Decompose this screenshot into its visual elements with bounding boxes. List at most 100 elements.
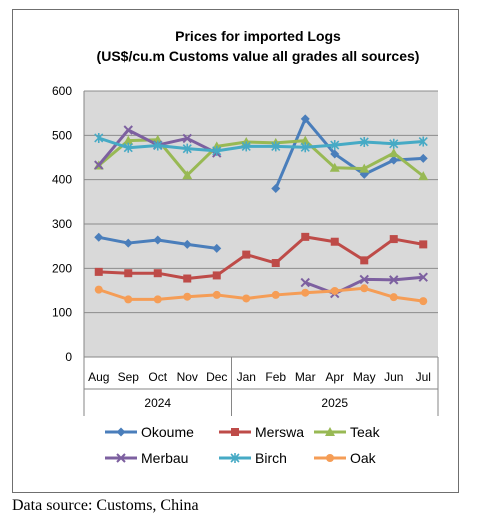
series-line-birch	[98, 136, 424, 153]
legend-item-merswa: Merswa	[219, 424, 304, 440]
point-oak-may	[360, 284, 369, 293]
legend-label-okoume: Okoume	[141, 424, 194, 440]
y-tick-label-0: 0	[65, 350, 72, 364]
legend-marker-okoume	[116, 427, 126, 437]
point-oak-jul	[419, 297, 428, 306]
point-merswa-feb	[271, 259, 280, 268]
point-merbau-may	[359, 274, 369, 285]
point-merswa-jun	[389, 235, 398, 244]
point-birch-jan	[241, 141, 251, 152]
legend-label-teak: Teak	[350, 424, 381, 440]
y-tick-label-500: 500	[52, 128, 72, 142]
legend-item-oak: Oak	[314, 450, 377, 466]
legend-marker-oak	[326, 454, 334, 462]
source-note: Data source: Customs, China	[12, 497, 199, 514]
y-tick-label-400: 400	[52, 173, 72, 187]
x-tick-label-nov: Nov	[177, 370, 198, 384]
point-birch-may	[359, 136, 369, 147]
point-birch-apr	[330, 140, 340, 151]
y-tick-label-200: 200	[52, 261, 72, 275]
x-group-label-2024: 2024	[144, 396, 171, 410]
x-tick-label-may: May	[353, 370, 376, 384]
point-teak-apr	[329, 162, 340, 172]
series-line-okoume	[274, 117, 424, 190]
point-birch-nov	[182, 143, 192, 154]
point-okoume-mar	[300, 114, 310, 124]
point-oak-feb	[271, 290, 280, 299]
series-line-merswa	[98, 235, 424, 281]
legend-item-merbau: Merbau	[105, 450, 188, 466]
point-birch-jun	[389, 138, 399, 149]
point-oak-nov	[183, 292, 192, 301]
series-birch	[94, 132, 428, 156]
point-merbau-aug	[94, 160, 104, 170]
point-teak-mar	[300, 135, 311, 145]
point-oak-jun	[389, 293, 398, 302]
x-tick-label-jul: Jul	[416, 370, 431, 384]
point-okoume-nov	[182, 239, 192, 249]
series-line-teak	[97, 138, 425, 178]
point-teak-may	[359, 163, 370, 173]
point-merswa-aug	[94, 267, 103, 276]
y-tick-label-300: 300	[52, 217, 72, 231]
chart-title: Prices for imported Logs	[175, 28, 341, 44]
point-teak-nov	[182, 170, 193, 180]
series-oak	[94, 284, 428, 306]
x-tick-label-sep: Sep	[118, 370, 140, 384]
point-birch-oct	[153, 140, 163, 151]
x-tick-label-dec: Dec	[206, 370, 227, 384]
point-merswa-oct	[153, 269, 162, 278]
y-tick-label-100: 100	[52, 306, 72, 320]
x-group-label-2025: 2025	[321, 396, 348, 410]
legend-label-merbau: Merbau	[141, 450, 188, 466]
point-birch-feb	[271, 141, 281, 152]
x-tick-label-jun: Jun	[384, 370, 403, 384]
point-merswa-jul	[419, 240, 428, 249]
series-okoume	[94, 114, 428, 253]
point-birch-mar	[300, 142, 310, 153]
point-oak-sep	[124, 295, 133, 304]
point-okoume-apr	[330, 149, 340, 159]
point-okoume-sep	[123, 238, 133, 248]
x-tick-label-mar: Mar	[295, 370, 316, 384]
point-okoume-oct	[153, 235, 163, 245]
legend-item-okoume: Okoume	[105, 424, 194, 440]
point-oak-jan	[242, 294, 251, 303]
point-merbau-nov	[182, 133, 192, 144]
x-tick-label-aug: Aug	[88, 370, 109, 384]
point-teak-jun	[388, 148, 399, 158]
point-merswa-dec	[212, 271, 221, 280]
point-merswa-mar	[301, 232, 310, 241]
point-birch-dec	[212, 145, 222, 156]
point-okoume-jul	[418, 153, 428, 163]
point-merswa-nov	[183, 274, 192, 283]
point-merswa-may	[360, 256, 369, 265]
point-merswa-apr	[330, 237, 339, 246]
point-merswa-jan	[242, 250, 251, 259]
point-merbau-jul	[418, 272, 428, 282]
legend-item-birch: Birch	[219, 450, 287, 466]
point-oak-oct	[153, 295, 162, 304]
point-merbau-jun	[389, 275, 399, 285]
legend-marker-birch	[230, 453, 240, 463]
series-merswa	[94, 232, 428, 283]
x-tick-label-oct: Oct	[148, 370, 167, 384]
point-okoume-feb	[271, 184, 281, 194]
y-tick-label-600: 600	[52, 84, 72, 98]
point-merbau-sep	[123, 125, 133, 135]
legend-marker-merswa	[231, 428, 239, 436]
legend-label-merswa: Merswa	[255, 424, 304, 440]
legend-label-birch: Birch	[255, 450, 287, 466]
legend-marker-teak	[325, 427, 335, 436]
point-oak-aug	[94, 285, 103, 294]
legend-marker-merbau	[116, 453, 126, 463]
point-teak-jul	[418, 171, 429, 181]
point-okoume-aug	[94, 232, 104, 242]
chart-subtitle: (US$/cu.m Customs value all grades all s…	[97, 48, 420, 64]
point-okoume-dec	[212, 243, 222, 253]
point-birch-sep	[123, 142, 133, 153]
point-okoume-jun	[389, 155, 399, 165]
point-oak-apr	[330, 286, 339, 295]
legend-item-teak: Teak	[314, 424, 381, 440]
